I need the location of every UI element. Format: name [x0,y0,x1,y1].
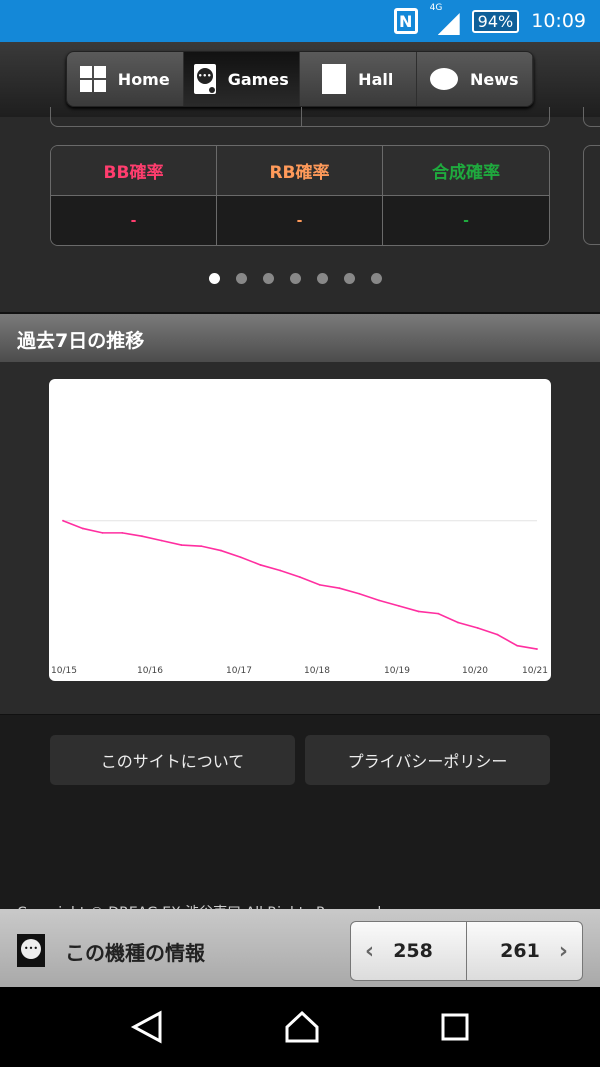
next-number: 261 [500,940,540,962]
data-point [358,592,361,595]
main-nav: Home Games Hall News [66,51,534,107]
data-point [457,621,459,624]
data-point [516,644,519,647]
section-title: 過去7日の推移 [0,312,600,362]
x-tick-label: 10/21 [522,666,548,676]
copyright: Copyright © DREAG EX 渋谷東口 All Rights Res… [17,900,386,909]
combined-probability: 合成確率 - [383,146,549,245]
top-bar: Home Games Hall News [0,42,600,117]
about-site-button[interactable]: このサイトについて [50,735,295,785]
data-point [338,587,341,590]
prev-machine-button[interactable]: ‹ 258 [351,922,467,980]
data-point [397,604,400,607]
carousel-dot[interactable] [289,273,301,284]
building-icon [322,64,347,94]
chart-svg: 10/15 10/16 10/17 10/18 10/19 10/20 10/21 [51,519,548,676]
back-icon[interactable] [130,1010,164,1044]
machine-pager: ‹ 258 261 › [350,921,583,981]
clock: 10:09 [531,10,586,32]
data-point [160,539,163,542]
series-line [62,519,538,650]
data-point [121,531,124,534]
chart-section: 10/15 10/16 10/17 10/18 10/19 10/20 10/21 [0,362,600,715]
nav-hall[interactable]: Hall [300,52,417,106]
machine-info-bar: この機種の情報 ‹ 258 261 › [0,909,600,987]
stats-carousel[interactable]: BB確率 - RB確率 - 合成確率 - [0,107,600,312]
data-point [62,519,64,522]
column-value: - [383,196,549,245]
nav-home[interactable]: Home [67,52,184,106]
carousel-dot[interactable] [262,273,274,284]
nfc-icon: N [393,8,418,34]
x-tick-label: 10/19 [384,666,410,676]
column-value: - [217,196,382,245]
data-point [476,627,479,629]
column-header: 合成確率 [383,146,549,196]
data-point [299,576,301,579]
nav-label: Hall [358,69,394,89]
next-table-edge [583,107,600,127]
data-point [141,535,143,538]
nav-news[interactable]: News [417,52,533,106]
slot-machine-icon [193,64,216,94]
column-value: - [51,196,216,245]
slot-machine-icon [17,934,45,967]
speech-bubble-icon [429,68,458,90]
data-point [437,612,440,615]
signal-icon: 4G [430,3,460,35]
data-point [496,633,499,636]
home-icon[interactable] [284,1010,320,1044]
x-tick-label: 10/15 [51,666,77,676]
data-point [318,583,321,586]
carousel-indicator [0,273,600,284]
previous-table-edge [50,107,550,127]
data-point [279,569,282,572]
nav-label: Games [227,69,289,89]
chevron-left-icon: ‹ [365,938,375,964]
battery-indicator: 94% [471,9,520,33]
data-point [180,544,183,546]
column-header: RB確率 [217,146,382,196]
probability-table: BB確率 - RB確率 - 合成確率 - [50,145,550,246]
carousel-dot[interactable] [316,273,328,284]
x-tick-label: 10/18 [304,666,330,676]
status-bar: N 4G 94% 10:09 [0,0,600,42]
privacy-policy-button[interactable]: プライバシーポリシー [305,735,550,785]
trend-chart: 10/15 10/16 10/17 10/18 10/19 10/20 10/21 [49,379,551,681]
x-tick-label: 10/16 [137,666,163,676]
data-point [101,531,104,534]
data-point [417,610,420,613]
rb-probability: RB確率 - [217,146,383,245]
chevron-right-icon: › [558,938,568,964]
carousel-dot[interactable] [370,273,382,284]
data-point [220,549,222,552]
data-point [259,564,262,566]
network-type: 4G [429,3,443,13]
bb-probability: BB確率 - [51,146,217,245]
machine-info-title[interactable]: この機種の情報 [65,941,205,965]
nav-label: News [469,69,519,89]
footer-links: このサイトについて プライバシーポリシー [50,735,550,785]
nav-label: Home [117,69,170,89]
system-nav-bar [0,987,600,1067]
column-header: BB確率 [51,146,216,196]
carousel-dot[interactable] [343,273,355,284]
grid-icon [79,66,106,92]
next-table-edge [583,145,600,245]
carousel-dot[interactable] [235,273,247,284]
next-machine-button[interactable]: 261 › [467,922,582,980]
data-point [81,527,84,530]
recents-icon[interactable] [440,1012,470,1042]
carousel-dot[interactable] [208,273,220,284]
data-point [239,556,242,559]
prev-number: 258 [393,940,433,962]
data-point [536,648,538,650]
data-point [200,545,203,548]
x-tick-label: 10/20 [462,666,488,676]
x-tick-label: 10/17 [226,666,252,676]
nav-games[interactable]: Games [183,52,300,106]
data-point [378,599,380,602]
